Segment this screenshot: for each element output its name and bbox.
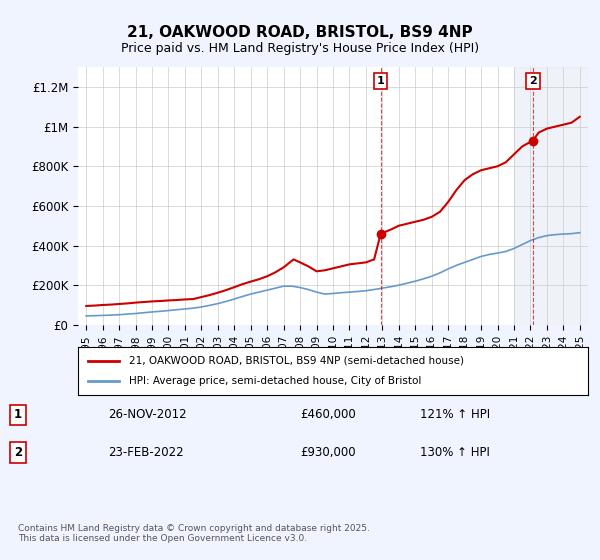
- Bar: [514, 67, 588, 325]
- Text: 130% ↑ HPI: 130% ↑ HPI: [420, 446, 490, 459]
- Text: 121% ↑ HPI: 121% ↑ HPI: [420, 408, 490, 421]
- Text: HPI: Average price, semi-detached house, City of Bristol: HPI: Average price, semi-detached house,…: [129, 376, 421, 386]
- Text: 1: 1: [14, 408, 22, 421]
- Text: 2: 2: [529, 76, 537, 86]
- Text: Price paid vs. HM Land Registry's House Price Index (HPI): Price paid vs. HM Land Registry's House …: [121, 42, 479, 55]
- Text: Contains HM Land Registry data © Crown copyright and database right 2025.
This d: Contains HM Land Registry data © Crown c…: [18, 524, 370, 543]
- Text: 21, OAKWOOD ROAD, BRISTOL, BS9 4NP: 21, OAKWOOD ROAD, BRISTOL, BS9 4NP: [127, 25, 473, 40]
- Text: 2: 2: [14, 446, 22, 459]
- Text: £460,000: £460,000: [300, 408, 356, 421]
- Text: 26-NOV-2012: 26-NOV-2012: [108, 408, 187, 421]
- Text: 1: 1: [377, 76, 385, 86]
- Text: £930,000: £930,000: [300, 446, 356, 459]
- Text: 21, OAKWOOD ROAD, BRISTOL, BS9 4NP (semi-detached house): 21, OAKWOOD ROAD, BRISTOL, BS9 4NP (semi…: [129, 356, 464, 366]
- Text: 23-FEB-2022: 23-FEB-2022: [108, 446, 184, 459]
